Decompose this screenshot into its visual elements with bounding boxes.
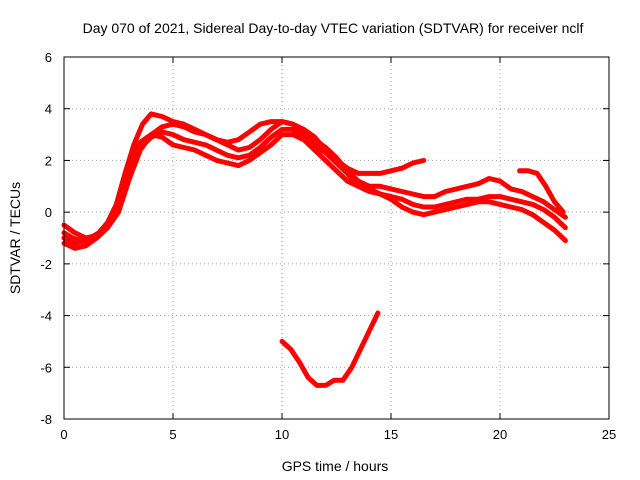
series-line-track-f	[279, 310, 381, 388]
y-tick-label: -2	[40, 257, 52, 272]
x-tick-label: 0	[60, 427, 67, 442]
plot-frame	[63, 56, 610, 420]
axis-ticks: 0 5 10 15 20 25 -8 -6 -4 -2 0 2 4 6	[40, 50, 616, 442]
x-tick-label: 20	[493, 427, 507, 442]
x-tick-label: 25	[602, 427, 616, 442]
series-line-track-c	[61, 126, 568, 246]
series-line-track-b	[61, 119, 568, 241]
y-tick-label: 2	[45, 153, 52, 168]
x-axis-label: GPS time / hours	[282, 458, 389, 474]
y-tick-label: 0	[45, 205, 52, 220]
y-tick-label: -4	[40, 309, 52, 324]
chart-title: Day 070 of 2021, Sidereal Day-to-day VTE…	[83, 20, 584, 36]
y-tick-label: 4	[45, 102, 52, 117]
y-tick-label: 6	[45, 50, 52, 65]
series-line-track-d	[61, 132, 568, 251]
series-layer	[61, 111, 568, 388]
grid	[64, 57, 609, 419]
x-tick-label: 10	[275, 427, 289, 442]
x-tick-label: 5	[169, 427, 176, 442]
y-tick-label: -8	[40, 412, 52, 427]
x-tick-label: 15	[384, 427, 398, 442]
y-tick-label: -6	[40, 360, 52, 375]
y-axis-label: SDTVAR / TECUs	[7, 182, 23, 294]
series-line-track-e	[517, 168, 566, 215]
series-line-track-a	[61, 111, 427, 244]
